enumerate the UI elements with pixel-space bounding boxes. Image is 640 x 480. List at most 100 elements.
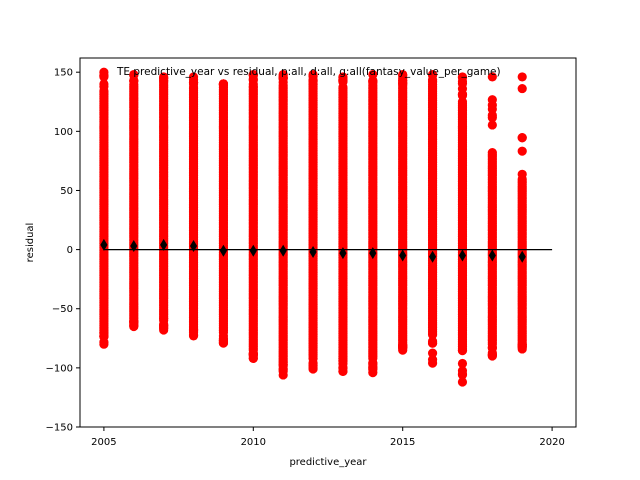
mean-marker-2011 [279, 244, 287, 257]
point-column-2017 [457, 72, 468, 387]
data-point [517, 83, 527, 94]
y-axis-label: residual [25, 223, 36, 263]
data-point [427, 358, 438, 368]
point-column-2007 [159, 72, 169, 335]
plot-frame [79, 57, 577, 428]
data-point [457, 72, 468, 82]
x-tick-label: 2005 [91, 437, 116, 448]
data-point [487, 104, 497, 114]
data-point [487, 72, 497, 82]
data-point [308, 76, 318, 86]
data-point [398, 345, 408, 355]
point-column-2009 [218, 79, 229, 348]
mean-marker-2017 [458, 249, 467, 262]
data-point [487, 351, 497, 361]
data-point [338, 355, 348, 365]
data-point [99, 67, 109, 77]
data-point [99, 81, 109, 92]
data-point [278, 363, 288, 374]
y-tick-label: −150 [46, 423, 73, 434]
data-point [457, 84, 468, 94]
mean-marker-2019 [518, 250, 526, 263]
data-point [188, 331, 199, 341]
data-point [368, 367, 378, 378]
data-point [398, 78, 408, 88]
mean-marker-2005 [100, 238, 108, 251]
data-point [457, 97, 468, 107]
data-point [517, 169, 527, 179]
x-tick-label: 2010 [241, 437, 266, 448]
data-point [457, 377, 468, 387]
data-point [398, 69, 408, 80]
point-column-2006 [129, 69, 139, 332]
data-point [457, 358, 468, 369]
data-point [248, 81, 258, 91]
data-point [338, 72, 348, 82]
point-column-2010 [248, 69, 258, 364]
data-point [368, 69, 378, 80]
point-column-2019 [517, 72, 527, 354]
data-point [427, 76, 438, 86]
data-point [368, 78, 378, 88]
data-point [308, 69, 318, 80]
point-column-2008 [188, 72, 199, 341]
data-point [308, 353, 318, 364]
data-point [278, 370, 288, 380]
data-point [159, 72, 169, 82]
data-point [487, 120, 497, 130]
data-point [248, 69, 258, 80]
chart-title: TE predictive_year vs residual, p:all, d… [116, 66, 501, 78]
y-tick-label: 50 [60, 186, 73, 197]
data-point [248, 353, 258, 364]
y-tick-label: −100 [46, 363, 73, 374]
data-point [188, 72, 199, 82]
data-point [427, 338, 438, 348]
x-axis: 2005 2010 2015 2020 [91, 427, 565, 448]
mean-marker-2014 [369, 247, 377, 260]
x-axis-label: predictive_year [289, 457, 367, 468]
point-column-2016 [427, 69, 438, 368]
data-point [218, 338, 229, 348]
point-column-2015 [398, 69, 408, 355]
point-column-2018 [487, 72, 497, 361]
mean-marker-2015 [399, 249, 407, 262]
data-point [99, 339, 109, 349]
data-point [517, 72, 527, 82]
point-column-2005 [99, 67, 109, 349]
data-point [308, 364, 318, 374]
data-point [487, 112, 497, 123]
mean-marker-2006 [130, 240, 138, 253]
data-point [338, 366, 348, 377]
point-column-2013 [338, 72, 348, 377]
plot-background [80, 58, 576, 427]
y-tick-label: −50 [52, 304, 73, 315]
mean-marker-2013 [339, 247, 347, 260]
y-tick-label: 150 [54, 68, 73, 79]
x-tick-label: 2020 [539, 437, 564, 448]
data-point [99, 331, 109, 341]
data-point [517, 344, 527, 354]
data-point [517, 146, 527, 156]
data-point [427, 348, 438, 358]
mean-marker-2016 [428, 250, 437, 263]
y-tick-label: 0 [67, 245, 73, 256]
data-point [159, 325, 169, 335]
point-column-2011 [278, 69, 288, 380]
mean-marker-2008 [189, 240, 198, 253]
mean-marker-2018 [488, 249, 496, 262]
data-point [427, 69, 438, 80]
point-column-2012 [308, 69, 318, 374]
data-point [159, 313, 169, 324]
y-tick-label: 100 [54, 127, 73, 138]
data-point [218, 79, 229, 89]
mean-marker-2009 [219, 244, 228, 257]
data-point [457, 346, 468, 356]
data-point [278, 357, 288, 367]
x-tick-label: 2015 [390, 437, 415, 448]
data-point [129, 321, 139, 332]
means-layer [100, 238, 526, 263]
mean-marker-2010 [249, 244, 257, 257]
data-point [487, 342, 497, 352]
data-point [487, 148, 497, 158]
